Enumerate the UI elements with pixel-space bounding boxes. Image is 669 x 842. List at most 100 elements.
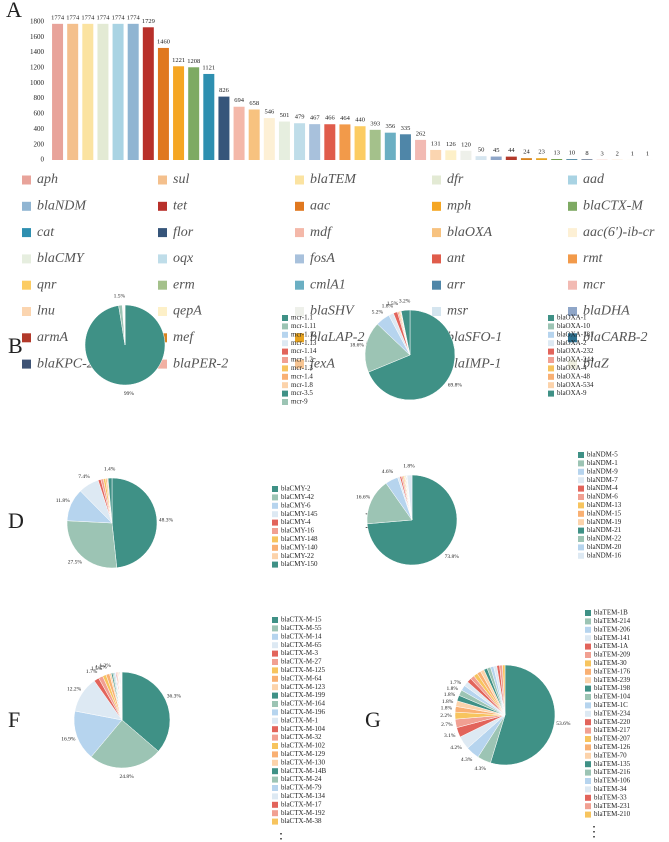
value-label: 356 bbox=[385, 123, 396, 130]
legend-label: blaCMY-145 bbox=[281, 510, 318, 518]
value-label: 464 bbox=[340, 115, 351, 122]
legend-swatch bbox=[548, 348, 554, 355]
legend-label: fexA bbox=[310, 356, 335, 371]
y-tick-label: 1000 bbox=[30, 79, 45, 87]
legend-swatch bbox=[585, 685, 591, 692]
legend-swatch bbox=[272, 528, 278, 534]
legend-label: blaCMY-150 bbox=[281, 560, 318, 568]
bar bbox=[551, 159, 563, 160]
legend-swatch bbox=[568, 359, 577, 369]
legend-label: blaNDM-19 bbox=[587, 518, 622, 526]
value-label: 73.8% bbox=[445, 554, 460, 560]
legend-label: cmlA1 bbox=[310, 277, 346, 292]
legend-label: ant bbox=[447, 251, 466, 266]
legend-swatch bbox=[272, 785, 278, 791]
value-label: 1774 bbox=[66, 14, 80, 21]
value-label: 1.8% bbox=[382, 303, 394, 309]
legend-label: blaCMY-148 bbox=[281, 535, 318, 543]
value-label: 466 bbox=[325, 115, 336, 122]
value-label: 12.2% bbox=[67, 686, 82, 692]
pie-slice bbox=[111, 477, 158, 569]
legend-swatch bbox=[282, 331, 288, 338]
legend-label: mcr-1.4 bbox=[291, 372, 313, 380]
legend-swatch bbox=[585, 702, 591, 709]
legend-label: blaCTX-M-15 bbox=[281, 616, 322, 624]
legend-swatch bbox=[432, 307, 441, 316]
legend-swatch bbox=[548, 382, 554, 389]
legend-label: blaTEM-210 bbox=[594, 810, 631, 818]
legend-swatch bbox=[578, 494, 584, 500]
legend-swatch bbox=[272, 734, 278, 741]
legend-swatch bbox=[432, 254, 441, 264]
value-label: 546 bbox=[264, 109, 275, 116]
pie-slice bbox=[502, 664, 506, 716]
legend-swatch bbox=[548, 323, 554, 330]
legend-swatch bbox=[282, 357, 288, 363]
value-label: 1221 bbox=[172, 57, 185, 64]
legend-label: blaNDM-1 bbox=[587, 459, 618, 467]
pie-slice bbox=[400, 309, 411, 356]
legend-label: blaPER-2 bbox=[173, 356, 228, 371]
value-label: 1774 bbox=[127, 14, 141, 21]
value-label: 44 bbox=[508, 147, 515, 154]
bar bbox=[460, 150, 472, 160]
legend-label: blaCTX-M-27 bbox=[281, 658, 322, 666]
legend-label: blaTEM-30 bbox=[594, 659, 627, 667]
legend-label: mcr-1.13 bbox=[291, 339, 317, 347]
value-label: 1.4% bbox=[104, 466, 116, 472]
value-label: 262 bbox=[416, 130, 426, 137]
legend-label: blaNDM-20 bbox=[587, 543, 622, 551]
legend-label: blaTEM bbox=[310, 172, 357, 187]
value-label: 99% bbox=[124, 391, 135, 397]
legend-label: mef bbox=[173, 330, 195, 345]
legend-swatch bbox=[272, 561, 278, 568]
legend-swatch bbox=[578, 452, 584, 458]
legend-label: blaOXA-244 bbox=[557, 356, 594, 364]
pie-slice bbox=[490, 664, 556, 766]
legend-swatch bbox=[432, 280, 441, 290]
legend-label: blaTEM-126 bbox=[594, 743, 631, 751]
bar bbox=[127, 23, 139, 161]
legend-label: blaTEM-198 bbox=[594, 684, 631, 692]
value-label: 2.2% bbox=[440, 713, 452, 719]
legend-swatch bbox=[548, 365, 554, 372]
legend-label: flor bbox=[173, 225, 194, 240]
legend-label: rmt bbox=[583, 251, 604, 266]
legend-label: cat bbox=[37, 225, 55, 240]
legend-swatch bbox=[585, 752, 591, 759]
legend-swatch bbox=[282, 365, 288, 372]
legend-swatch bbox=[272, 768, 278, 775]
legend-swatch bbox=[585, 652, 591, 658]
legend-swatch bbox=[158, 201, 167, 211]
legend-swatch bbox=[272, 650, 278, 657]
value-label: 694 bbox=[234, 97, 245, 104]
legend-swatch bbox=[295, 228, 304, 238]
legend-swatch bbox=[585, 618, 591, 625]
legend-label: blaCTX-M-64 bbox=[281, 674, 322, 682]
legend-swatch bbox=[282, 323, 288, 330]
value-label: 8 bbox=[585, 150, 588, 157]
legend-swatch bbox=[272, 692, 278, 699]
value-label: 1774 bbox=[81, 14, 95, 21]
value-label: 36.3% bbox=[167, 693, 182, 699]
legend-swatch bbox=[578, 502, 584, 509]
legend-swatch bbox=[272, 667, 278, 674]
legend-swatch bbox=[432, 228, 441, 238]
bar bbox=[142, 27, 154, 160]
legend-swatch bbox=[272, 553, 278, 560]
value-label: 1.8% bbox=[446, 686, 458, 692]
legend-swatch bbox=[585, 727, 591, 734]
legend-label: blaCTX-M-130 bbox=[281, 758, 325, 766]
pie-slice bbox=[406, 474, 413, 521]
legend-label: blaCTX-M-129 bbox=[281, 750, 325, 758]
legend-swatch bbox=[158, 254, 167, 264]
legend-label: blaNDM-15 bbox=[587, 509, 622, 517]
value-label: 120 bbox=[461, 141, 471, 148]
legend-swatch bbox=[578, 544, 584, 551]
y-tick-label: 0 bbox=[41, 156, 45, 164]
legend-label: blaZ bbox=[583, 356, 609, 371]
legend-label: armA bbox=[37, 330, 69, 345]
y-tick-label: 1800 bbox=[30, 17, 45, 25]
legend-label: blaCTX-M-1 bbox=[281, 716, 318, 724]
bar bbox=[294, 123, 306, 160]
